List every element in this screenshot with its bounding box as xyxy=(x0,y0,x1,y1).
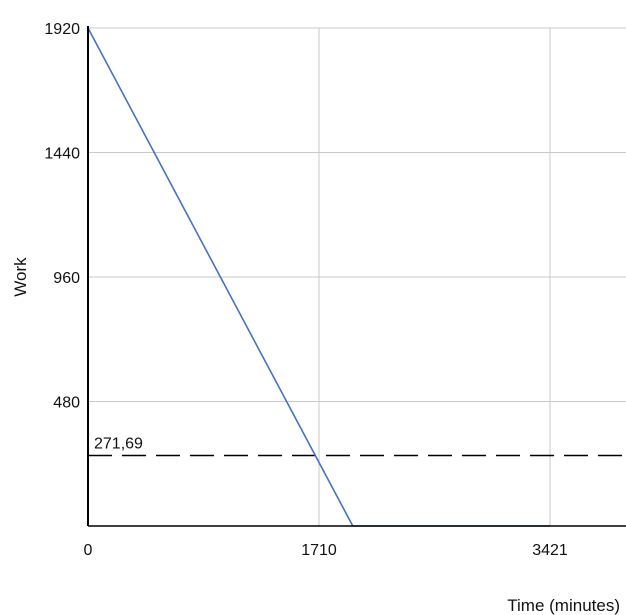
reference-line-group: 271,69 xyxy=(88,436,626,457)
grid-lines xyxy=(88,27,626,526)
y-tick-label-960: 960 xyxy=(53,270,80,287)
x-tick-label-0: 0 xyxy=(84,542,93,559)
x-tick-label-3420: 3421 xyxy=(532,542,568,559)
y-tick-label-480: 480 xyxy=(53,395,80,412)
axes xyxy=(87,26,626,527)
y-axis-title: Work xyxy=(11,257,30,297)
x-tick-label-1710: 1710 xyxy=(301,542,337,559)
x-axis-title: Time (minutes) xyxy=(507,596,620,615)
y-tick-labels: 480 960 1440 1920 xyxy=(44,21,80,412)
y-tick-label-1920: 1920 xyxy=(44,21,80,38)
x-tick-labels: 0 1710 3421 xyxy=(84,542,568,559)
reference-line-label: 271,69 xyxy=(94,436,143,453)
y-tick-label-1440: 1440 xyxy=(44,146,80,163)
